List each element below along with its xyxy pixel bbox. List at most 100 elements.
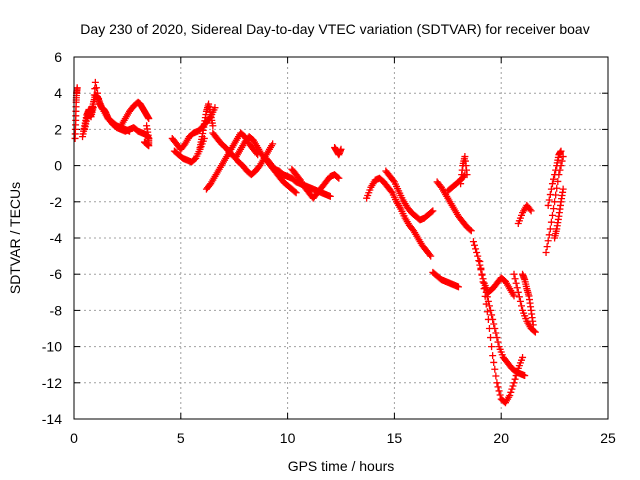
data-point	[428, 208, 436, 216]
data-point	[472, 245, 480, 253]
x-tick-label: 10	[280, 430, 296, 446]
series-arc22	[476, 258, 527, 407]
data-point	[291, 188, 299, 196]
series-arc23	[480, 274, 518, 300]
x-tick-label: 0	[70, 430, 78, 446]
data-point	[485, 325, 493, 332]
series-arc28	[544, 147, 565, 209]
data-point	[91, 85, 99, 93]
data-point	[427, 252, 435, 260]
data-point	[478, 271, 486, 279]
data-point	[491, 365, 499, 373]
y-tick-label: -10	[42, 339, 62, 355]
data-point	[547, 185, 555, 193]
series-arc29	[551, 185, 567, 242]
data-point	[337, 145, 345, 153]
data-point	[511, 275, 519, 283]
series-arc1	[71, 84, 81, 142]
data-point	[509, 382, 517, 390]
data-point	[517, 302, 525, 310]
series-arc16	[382, 167, 437, 224]
data-point	[488, 311, 496, 319]
data-point	[493, 379, 501, 387]
data-point	[466, 226, 474, 234]
data-point	[475, 257, 483, 265]
y-tick-label: -8	[50, 302, 63, 318]
data-point	[89, 104, 97, 112]
plot-frame	[73, 56, 609, 420]
data-point	[507, 388, 515, 396]
data-point	[494, 338, 502, 346]
data-point	[543, 243, 551, 251]
data-point	[492, 329, 500, 337]
data-point	[557, 147, 565, 155]
data-point	[550, 205, 558, 213]
data-point	[471, 241, 478, 249]
data-point	[545, 231, 553, 239]
data-point	[559, 185, 567, 193]
data-point	[510, 270, 518, 278]
data-point	[530, 327, 538, 335]
data-point	[552, 166, 560, 174]
data-point	[483, 308, 491, 316]
data-point	[512, 372, 520, 380]
data-point	[546, 225, 554, 233]
data-point	[519, 353, 527, 361]
x-tick-label: 5	[177, 430, 185, 446]
data-point	[477, 264, 485, 272]
data-point	[511, 375, 519, 383]
data-point	[91, 78, 99, 86]
data-point	[487, 306, 495, 314]
data-point	[526, 205, 534, 213]
series-arc17	[433, 178, 475, 235]
data-point	[515, 293, 523, 301]
y-tick-label: 2	[54, 121, 62, 137]
data-point	[544, 201, 552, 209]
data-point	[551, 198, 559, 206]
data-point	[548, 180, 556, 188]
series-arc5	[140, 122, 153, 150]
data-point	[73, 84, 81, 92]
data-point	[559, 153, 567, 161]
x-axis-label: GPS time / hours	[288, 458, 395, 474]
data-point	[487, 334, 495, 342]
y-tick-label: 0	[54, 158, 62, 174]
data-point	[490, 320, 498, 328]
data-point	[513, 368, 521, 376]
data-point	[469, 238, 477, 246]
y-axis-label: SDTVAR / TECUs	[7, 182, 23, 294]
data-point	[531, 328, 539, 336]
x-tick-label: 25	[600, 430, 616, 446]
data-point	[326, 192, 334, 200]
data-point	[553, 184, 561, 192]
data-point	[558, 157, 566, 165]
x-tick-label: 20	[493, 430, 509, 446]
series-arc27	[542, 153, 567, 256]
data-point	[482, 300, 490, 308]
grid-layer	[74, 57, 608, 419]
data-point	[514, 288, 522, 296]
data-point	[90, 97, 98, 105]
data-point	[479, 278, 487, 286]
data-point	[92, 84, 100, 92]
y-tick-label: -6	[50, 266, 63, 282]
data-point	[490, 358, 498, 366]
data-point	[481, 292, 489, 300]
data-point	[488, 343, 496, 351]
data-point	[493, 334, 501, 342]
data-point	[145, 115, 153, 123]
data-point	[521, 372, 529, 380]
data-point	[484, 315, 492, 323]
data-point	[494, 383, 502, 391]
y-tick-label: 6	[54, 49, 62, 65]
data-point	[209, 122, 217, 130]
data-point	[512, 279, 520, 287]
data-point	[495, 387, 503, 395]
data-point	[546, 191, 554, 199]
data-point	[335, 174, 343, 182]
y-tick-label: -14	[42, 411, 62, 427]
data-point	[93, 89, 101, 97]
data-point	[454, 283, 462, 291]
data-point	[143, 122, 151, 130]
data-point	[473, 248, 481, 256]
